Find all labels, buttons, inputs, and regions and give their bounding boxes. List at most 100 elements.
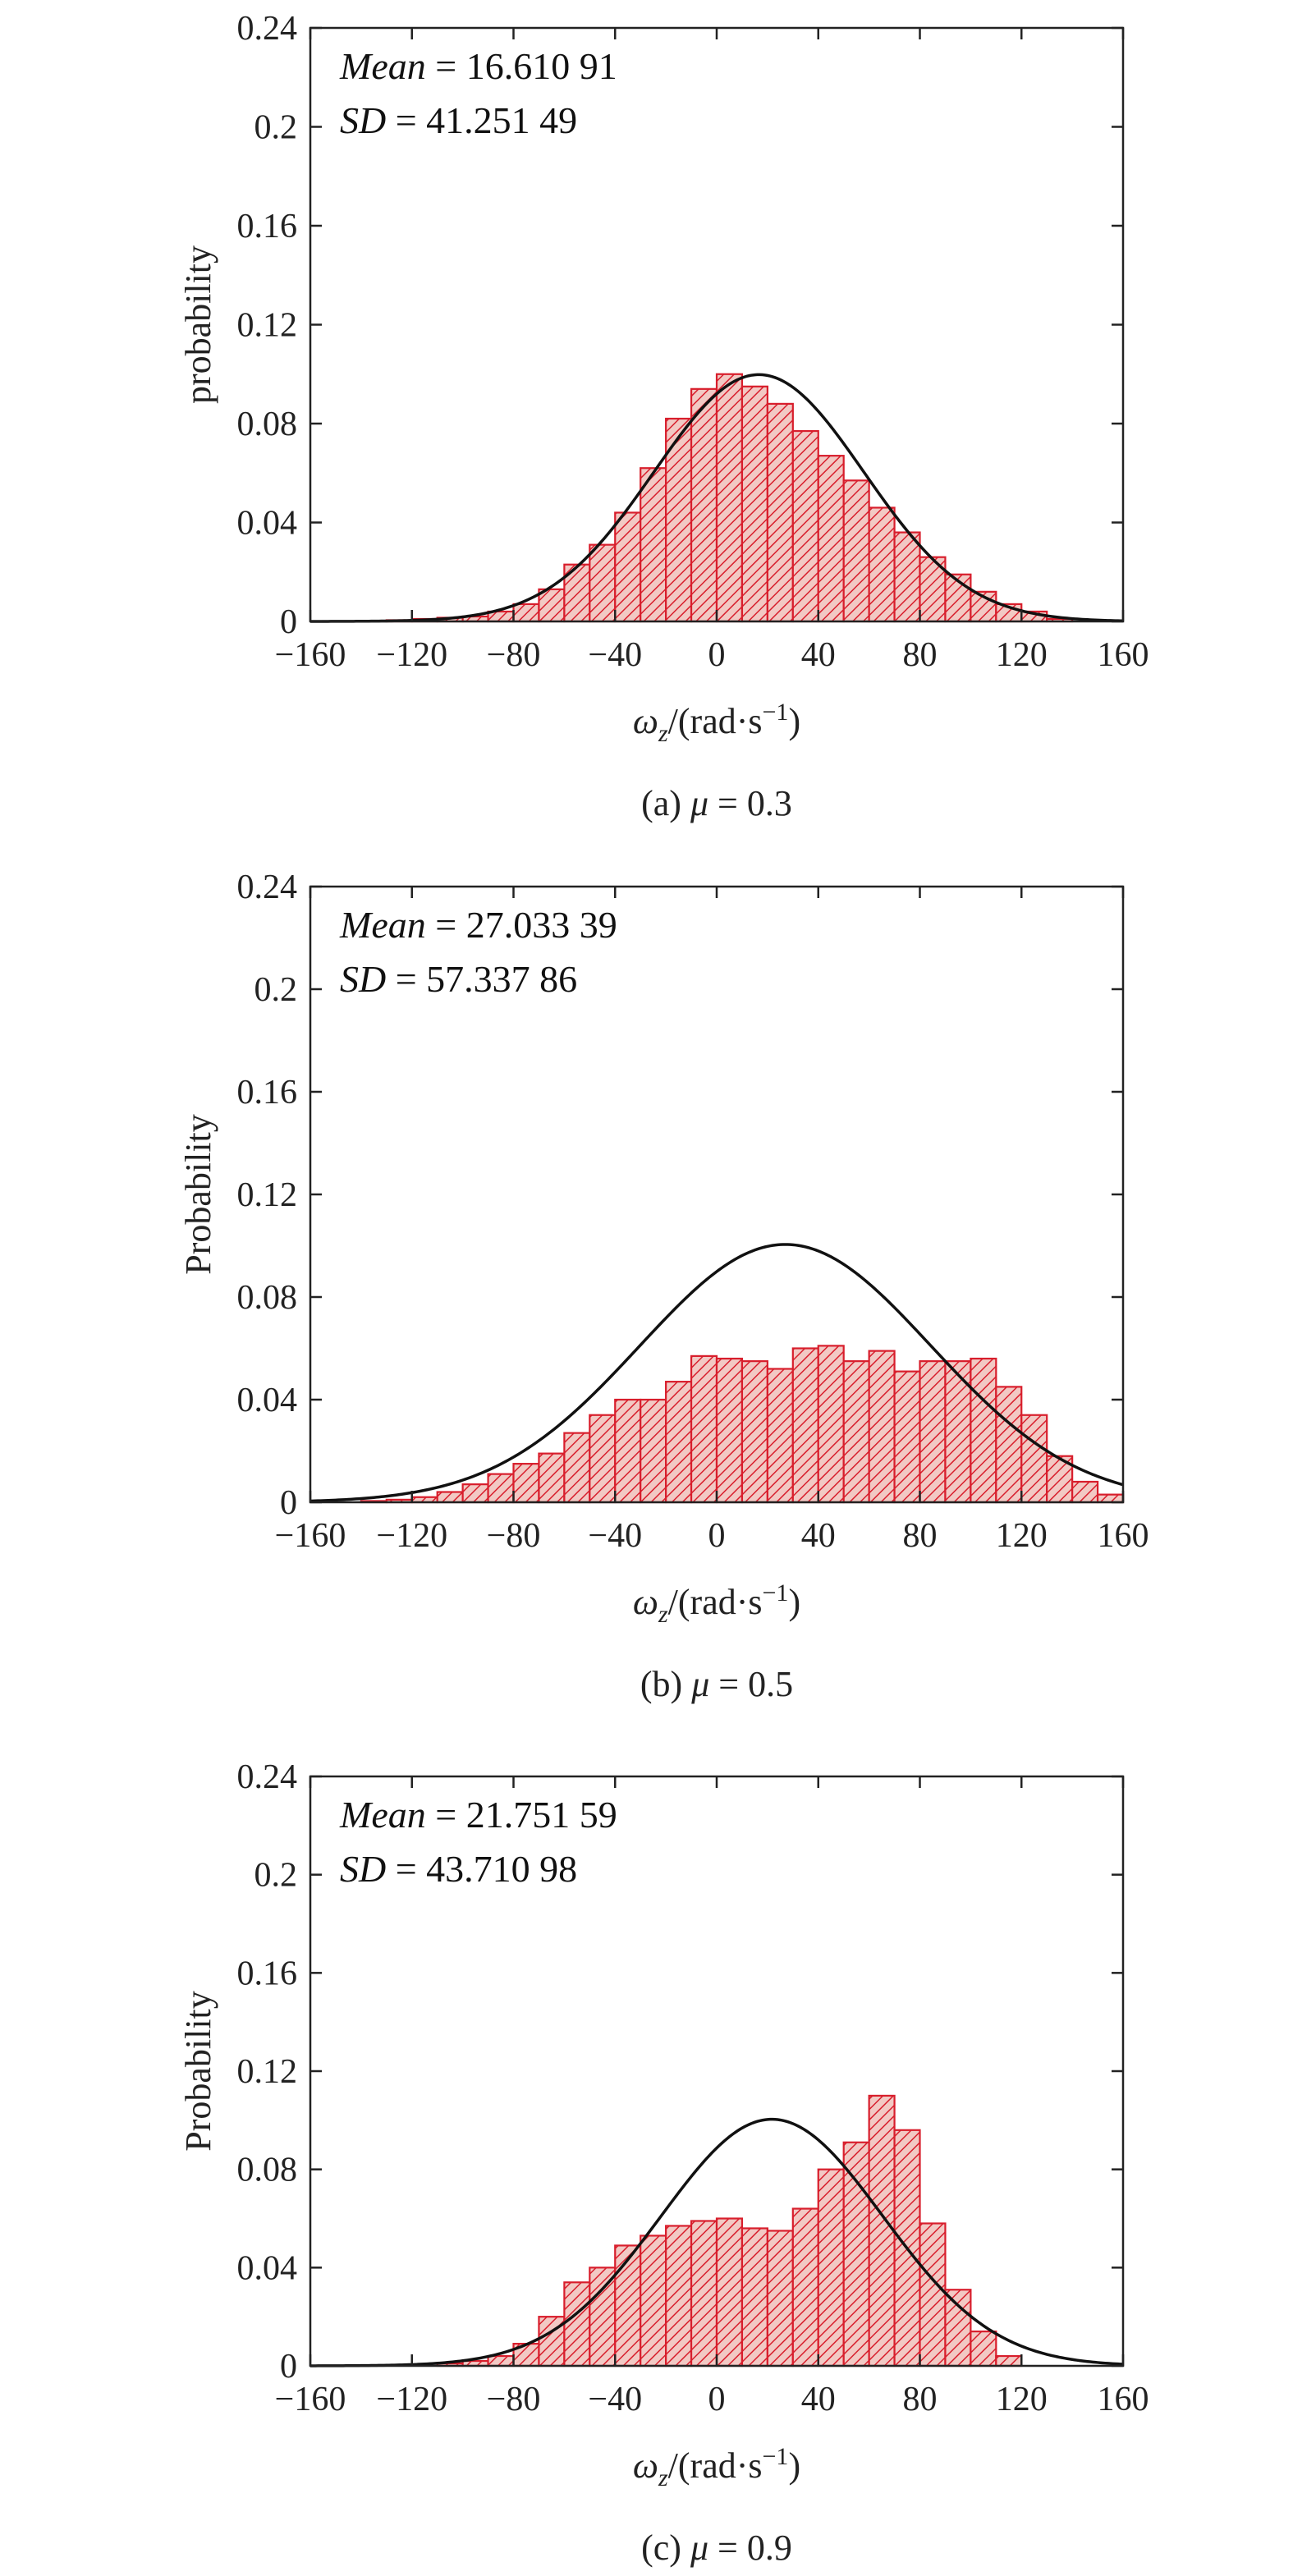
y-tick-label: 0.16 bbox=[237, 1074, 298, 1112]
x-tick-label: 40 bbox=[801, 2381, 836, 2418]
y-tick-label: 0.24 bbox=[237, 1758, 298, 1796]
histogram-bar bbox=[1020, 1414, 1048, 1504]
x-tick-label: 120 bbox=[996, 1517, 1048, 1555]
mean-annotation: Mean = 16.610 91 bbox=[339, 45, 617, 87]
y-axis-label: Probability bbox=[178, 1991, 218, 2152]
histogram-bar bbox=[715, 2217, 744, 2367]
histogram-bar bbox=[817, 2168, 845, 2367]
x-tick-label: −80 bbox=[487, 636, 541, 674]
histogram-bar bbox=[842, 479, 870, 623]
histogram-bar bbox=[436, 1491, 464, 1504]
y-tick-label: 0.04 bbox=[237, 2249, 298, 2287]
histogram-bar bbox=[868, 1350, 896, 1504]
y-tick-label: 0.16 bbox=[237, 1955, 298, 1992]
mean-annotation: Mean = 21.751 59 bbox=[339, 1794, 617, 1836]
normal-fit-curve bbox=[310, 373, 1124, 623]
histogram-bar bbox=[868, 2094, 896, 2367]
panel-caption: (a) μ = 0.3 bbox=[641, 783, 792, 823]
histogram-bar bbox=[1096, 1493, 1125, 1504]
histogram-bar bbox=[665, 2225, 693, 2367]
x-tick-label: 40 bbox=[801, 636, 836, 674]
x-tick-label: 80 bbox=[903, 636, 938, 674]
y-axis-label: probability bbox=[178, 245, 218, 404]
histogram-bar bbox=[640, 2235, 667, 2367]
histogram-bar bbox=[538, 1452, 566, 1504]
histogram-bar bbox=[640, 467, 667, 623]
histogram-bar bbox=[715, 373, 744, 623]
histogram-bar bbox=[817, 455, 845, 623]
x-tick-label: −40 bbox=[588, 2381, 642, 2418]
histogram-bar bbox=[893, 1370, 921, 1504]
histogram-bar bbox=[791, 1347, 819, 1504]
mean-annotation: Mean = 27.033 39 bbox=[339, 904, 617, 946]
x-tick-label: 80 bbox=[903, 1517, 938, 1555]
x-tick-label: 40 bbox=[801, 1517, 836, 1555]
x-tick-label: 0 bbox=[708, 2381, 726, 2418]
histogram-bar bbox=[640, 1398, 667, 1504]
y-tick-label: 0.04 bbox=[237, 505, 298, 543]
histogram-bar bbox=[766, 1368, 794, 1504]
histogram-bar bbox=[995, 2354, 1023, 2367]
panel-caption: (c) μ = 0.9 bbox=[641, 2528, 792, 2568]
histogram-bar bbox=[589, 1414, 617, 1504]
x-axis-label: ωz/(rad·s−1) bbox=[633, 2443, 800, 2491]
histogram-bar bbox=[461, 1483, 489, 1504]
sd-annotation: SD = 41.251 49 bbox=[340, 99, 577, 141]
x-tick-label: −160 bbox=[275, 2381, 346, 2418]
y-tick-label: 0.24 bbox=[237, 869, 298, 906]
y-tick-label: 0.12 bbox=[237, 307, 298, 345]
histogram-bar bbox=[1071, 1480, 1099, 1504]
histogram-bar bbox=[589, 543, 617, 623]
x-tick-label: −120 bbox=[376, 636, 447, 674]
histogram-bar bbox=[563, 2281, 591, 2367]
histogram-bar bbox=[842, 2141, 870, 2367]
histogram-bar bbox=[995, 1386, 1023, 1504]
y-tick-label: 0.16 bbox=[237, 208, 298, 245]
x-tick-label: 0 bbox=[708, 1517, 726, 1555]
histogram-bar bbox=[715, 1357, 744, 1504]
sd-annotation: SD = 57.337 86 bbox=[340, 958, 577, 1000]
x-tick-label: 160 bbox=[1098, 1517, 1149, 1555]
chart-panel: 0 0.04 0.08 0.12 0.16 0.2 0.24 −160 −120 −80 −40 0 4… bbox=[178, 1758, 1149, 2568]
x-tick-label: 80 bbox=[903, 2381, 938, 2418]
mean-value: = 21.751 59 bbox=[426, 1794, 617, 1836]
x-tick-label: 160 bbox=[1098, 2381, 1149, 2418]
x-tick-label: 120 bbox=[996, 636, 1048, 674]
histogram-bar bbox=[766, 402, 794, 623]
histogram-bar bbox=[512, 603, 540, 623]
y-tick-label: 0.08 bbox=[237, 2152, 298, 2189]
y-tick-label: 0.12 bbox=[237, 1176, 298, 1214]
x-tick-label: −40 bbox=[588, 636, 642, 674]
histogram-bar bbox=[791, 2207, 819, 2367]
sd-value: = 43.710 98 bbox=[386, 1848, 577, 1890]
histogram-bar bbox=[614, 1398, 642, 1504]
histogram-bar bbox=[944, 2289, 972, 2367]
x-tick-label: −40 bbox=[588, 1517, 642, 1555]
histogram-bar bbox=[690, 1354, 718, 1504]
y-tick-label: 0.2 bbox=[254, 1857, 298, 1895]
sd-annotation: SD = 43.710 98 bbox=[340, 1848, 577, 1890]
x-tick-label: −120 bbox=[376, 2381, 447, 2418]
histogram-bar bbox=[589, 2267, 617, 2367]
histogram-bar bbox=[614, 511, 642, 623]
histogram-bar bbox=[919, 2222, 947, 2367]
x-tick-label: −80 bbox=[487, 1517, 541, 1555]
histogram-bar bbox=[538, 588, 566, 623]
x-tick-label: 160 bbox=[1098, 636, 1149, 674]
x-axis-label: ωz/(rad·s−1) bbox=[633, 699, 800, 747]
histogram-bar bbox=[919, 1360, 947, 1504]
normal-fit-curve bbox=[309, 2117, 1124, 2367]
x-tick-label: 120 bbox=[996, 2381, 1048, 2418]
histogram-bar bbox=[740, 1360, 768, 1504]
sd-value: = 41.251 49 bbox=[386, 99, 577, 141]
y-tick-label: 0.12 bbox=[237, 2053, 298, 2091]
y-tick-label: 0.24 bbox=[237, 10, 298, 48]
sd-value: = 57.337 86 bbox=[386, 958, 577, 1000]
y-axis-label: Probability bbox=[178, 1114, 218, 1275]
panel-caption: (b) μ = 0.5 bbox=[640, 1664, 793, 1704]
histogram-bar bbox=[842, 1360, 870, 1504]
y-tick-label: 0 bbox=[280, 603, 297, 641]
mean-value: = 27.033 39 bbox=[426, 904, 617, 946]
histogram-bar bbox=[740, 2227, 768, 2367]
histogram-bar bbox=[487, 1473, 515, 1504]
